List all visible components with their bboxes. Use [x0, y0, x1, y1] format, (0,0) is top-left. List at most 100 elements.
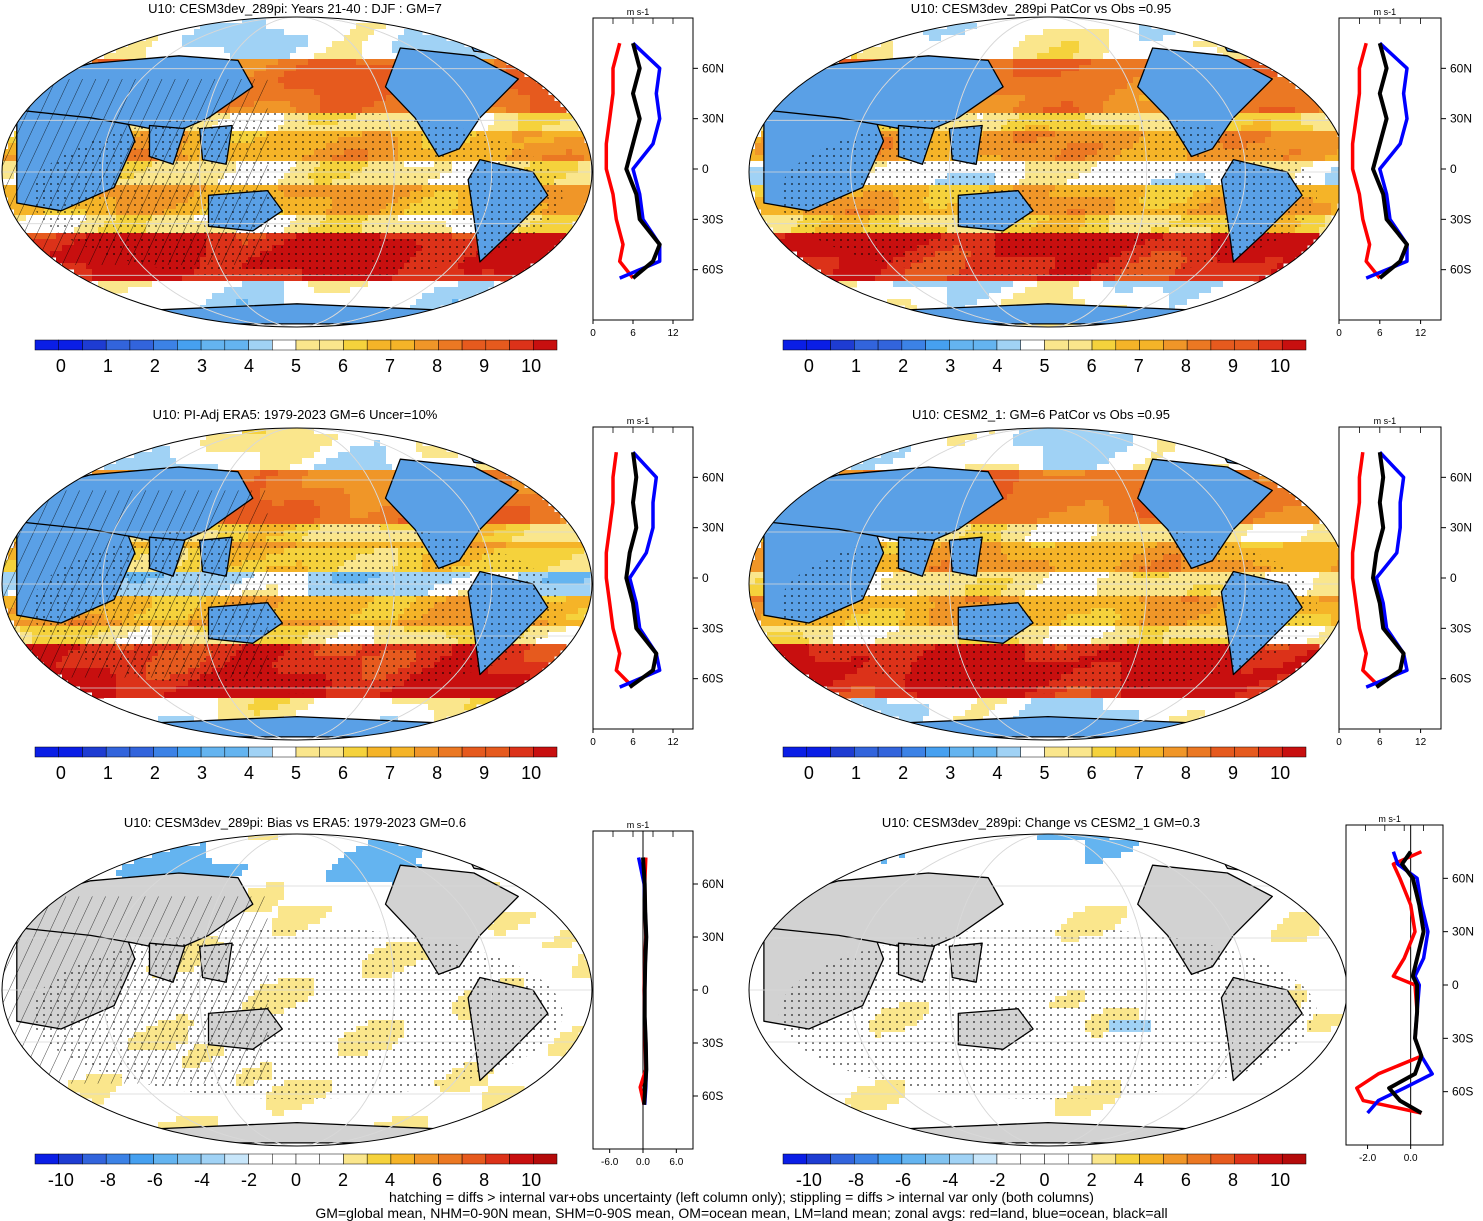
colorbar-segment — [153, 1153, 178, 1165]
x-tick-label: 0 — [590, 737, 596, 748]
colorbar-segment — [295, 339, 320, 351]
colorbar-tick-label: 1 — [851, 763, 861, 783]
colorbar-segment — [509, 1153, 534, 1165]
colorbar-segment — [1091, 339, 1117, 351]
y-tick-label: 60S — [702, 263, 723, 277]
colorbar-segment — [485, 1153, 510, 1165]
colorbar-segment — [972, 1153, 998, 1165]
graticule-line — [948, 17, 1148, 327]
y-tick-label: 0 — [702, 983, 709, 997]
zonal-series-all — [1387, 850, 1426, 1115]
zonal-series-ocean — [619, 41, 662, 280]
colorbar-segment — [782, 339, 808, 351]
y-tick-label: 60S — [702, 672, 723, 686]
x-tick-label: 0 — [590, 328, 596, 339]
zonal-series-all — [1371, 42, 1409, 280]
colorbar-tick-label: 1 — [103, 763, 113, 783]
zonal-series-all — [641, 857, 649, 1105]
colorbar-segment — [1091, 1153, 1117, 1165]
y-tick-label: 30S — [702, 212, 723, 226]
colorbar-segment — [1234, 339, 1259, 351]
colorbar-tick-label: -10 — [796, 1170, 822, 1190]
x-tick-label: 6 — [1377, 328, 1383, 339]
colorbar-segment — [153, 746, 178, 758]
colorbar-tick-label: 4 — [1134, 1170, 1144, 1190]
y-tick-label: 0 — [702, 162, 709, 176]
zonal-series-land — [604, 42, 635, 280]
colorbar-segment — [830, 339, 855, 351]
zonal-series-ocean — [619, 451, 662, 689]
colorbar-tick-label: 5 — [291, 356, 301, 376]
colorbar-tick-label: 9 — [479, 356, 489, 376]
colorbar-segment — [58, 339, 83, 351]
stippling — [778, 110, 1318, 281]
colorbar-tick-label: 3 — [197, 356, 207, 376]
y-tick-label: 0 — [702, 571, 709, 585]
colorbar-segment — [1163, 1153, 1188, 1165]
colorbar-tick-label: 8 — [1228, 1170, 1238, 1190]
x-tick-label: 6.0 — [669, 1157, 683, 1168]
y-tick-label: 30N — [702, 521, 724, 535]
x-tick-label: 12 — [667, 328, 679, 339]
colorbar-segment — [1258, 746, 1283, 758]
graticule-line — [101, 834, 493, 1146]
colorbar-segment — [806, 339, 831, 351]
graticule-line — [850, 428, 1246, 740]
colorbar-segment — [1163, 339, 1188, 351]
panel-3: U10: PI-Adj ERA5: 1979-2023 GM=6 Uncer=1… — [0, 405, 741, 810]
graticule-line — [101, 17, 493, 327]
colorbar-segment — [272, 339, 297, 351]
colorbar-tick-label: 3 — [945, 763, 955, 783]
colorbar-segment — [806, 746, 831, 758]
colorbar-tick-label: 5 — [1039, 356, 1049, 376]
units-label: m s-1 — [627, 820, 650, 830]
y-tick-label: 60N — [1452, 871, 1474, 885]
colorbar-segment — [1115, 746, 1140, 758]
colorbar-tick-label: -8 — [848, 1170, 864, 1190]
colorbar-tick-label: 1 — [103, 356, 113, 376]
graticule-line — [948, 834, 1148, 1146]
colorbar-tick-label: 3 — [197, 763, 207, 783]
zonal-series-land — [1350, 451, 1382, 689]
y-tick-label: 60N — [1450, 61, 1472, 75]
map-border — [1, 16, 593, 328]
colorbar-tick-label: 0 — [291, 1170, 301, 1190]
colorbar-segment — [105, 746, 131, 758]
colorbar-tick-label: 0 — [804, 763, 814, 783]
x-tick-label: 0 — [1336, 328, 1342, 339]
colorbar-segment — [782, 746, 808, 758]
colorbar-tick-label: 8 — [432, 356, 442, 376]
y-tick-label: 60S — [702, 1089, 723, 1103]
colorbar-segment — [1281, 746, 1307, 758]
colorbar-tick-label: -8 — [100, 1170, 116, 1190]
colorbar-segment — [996, 339, 1021, 351]
colorbar-tick-label: 8 — [479, 1170, 489, 1190]
y-tick-label: 30N — [702, 112, 724, 126]
colorbar-segment — [806, 1153, 831, 1165]
x-tick-label: -2.0 — [1359, 1153, 1377, 1164]
colorbar-segment — [1091, 746, 1117, 758]
panel-title: U10: CESM3dev_289pi: Years 21-40 : DJF :… — [0, 1, 590, 16]
colorbar-tick-label: 4 — [992, 356, 1002, 376]
colorbar-tick-label: 4 — [244, 356, 254, 376]
colorbar-tick-label: 8 — [1181, 356, 1191, 376]
colorbar-segment — [485, 746, 510, 758]
panel-plot: -10 -8 -6 -4 -2 0 2 4 6 8 10 m s-1 60N 30N 0 30S 60S -6.0… — [1, 820, 724, 1190]
colorbar-tick-label: 2 — [150, 356, 160, 376]
colorbar-segment — [438, 1153, 463, 1165]
colorbar-segment — [901, 746, 926, 758]
colorbar-tick-label: -6 — [895, 1170, 911, 1190]
colorbar-tick-label: -4 — [942, 1170, 958, 1190]
colorbar-tick-label: 6 — [338, 763, 348, 783]
colorbar-segment — [295, 746, 320, 758]
colorbar-segment — [248, 746, 273, 758]
colorbar-segment — [1068, 1153, 1093, 1165]
colorbar-tick-label: 0 — [1039, 1170, 1049, 1190]
colorbar-tick-label: 7 — [1134, 763, 1144, 783]
colorbar-tick-label: 10 — [521, 1170, 541, 1190]
colorbar-segment — [1044, 339, 1069, 351]
colorbar-segment — [319, 746, 344, 758]
panel-plot: -10 -8 -6 -4 -2 0 2 4 6 8 10 m s-1 60N 30N 0 30S 60S -2.0… — [748, 814, 1474, 1190]
graticule-line — [948, 428, 1148, 740]
x-tick-label: 12 — [667, 737, 679, 748]
